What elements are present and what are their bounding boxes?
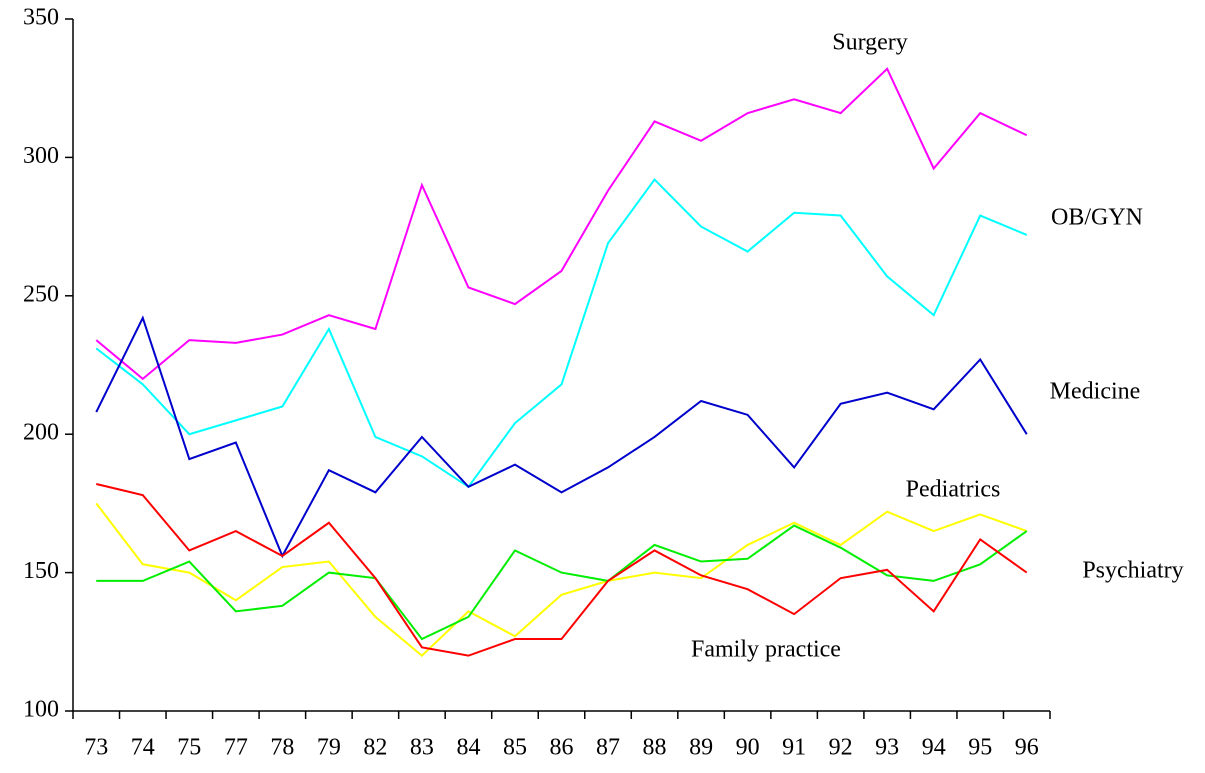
series-line (95, 67, 1028, 381)
x-tick-label: 96 (1015, 735, 1039, 761)
x-tick-label: 77 (224, 735, 248, 761)
x-tick-label: 82 (363, 735, 387, 761)
series-line (95, 315, 1028, 559)
series-label: OB/GYN (1051, 205, 1143, 231)
series-line (95, 178, 1028, 489)
x-tick-label: 75 (177, 735, 201, 761)
x-tick-label: 87 (596, 735, 620, 761)
x-tick-label: 91 (782, 735, 806, 761)
series-label: Pediatrics (906, 477, 1001, 503)
x-tick-label: 93 (875, 735, 899, 761)
series-label: Psychiatry (1082, 558, 1183, 584)
x-tick-label: 88 (643, 735, 667, 761)
x-tick-label: 74 (131, 735, 155, 761)
x-tick-label: 94 (922, 735, 946, 761)
x-tick-label: 92 (829, 735, 853, 761)
x-tick-label: 85 (503, 735, 527, 761)
x-tick-label: 78 (270, 735, 294, 761)
y-tick-label: 150 (23, 558, 59, 584)
series-label: Family practice (691, 637, 841, 663)
x-tick-label: 79 (317, 735, 341, 761)
series-line (96, 524, 1028, 641)
y-tick-label: 250 (23, 281, 59, 307)
x-tick-label: 90 (736, 735, 760, 761)
y-tick-label: 350 (23, 5, 59, 31)
x-tick-label: 95 (968, 735, 992, 761)
x-tick-label: 86 (550, 735, 574, 761)
series-line (95, 502, 1028, 657)
y-tick-label: 100 (23, 697, 59, 723)
x-tick-label: 89 (689, 735, 713, 761)
y-tick-label: 300 (23, 143, 59, 169)
y-tick-label: 200 (23, 420, 59, 446)
x-tick-label: 84 (456, 735, 480, 761)
series-label: Medicine (1050, 379, 1141, 405)
x-tick-label: 83 (410, 735, 434, 761)
series-label: Surgery (832, 30, 908, 56)
series-line (96, 483, 1028, 657)
x-tick-label: 73 (84, 735, 108, 761)
